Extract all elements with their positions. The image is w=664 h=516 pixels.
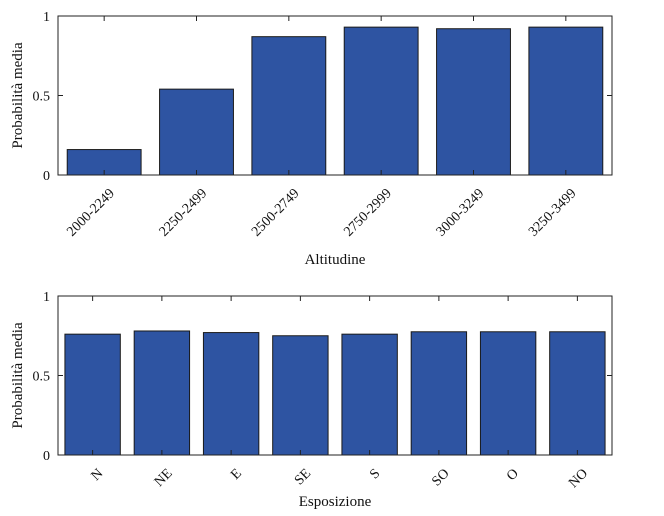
x-tick-label: N [89,466,107,484]
x-tick-label: SE [292,466,314,488]
bar-3000-3249 [436,28,511,176]
bar-3250-3499 [528,26,604,176]
bar-o [479,331,537,456]
bar-s [341,333,398,456]
y-tick-label: 1 [43,10,50,25]
y-tick-label: 0 [43,169,50,184]
bar-no [549,331,606,456]
bar-ne [133,330,191,456]
x-tick-label: NO [566,466,591,491]
bar-2250-2499 [159,88,234,176]
x-tick-label: 3250-3499 [526,186,580,240]
bar-se [272,335,329,456]
x-tick-label: O [504,466,522,484]
y-tick-label: 0.5 [33,90,51,105]
y-tick-label: 1 [43,290,50,305]
x-tick-label: 2250-2499 [157,186,211,240]
x-tick-label: SO [429,466,452,489]
bar-2500-2749 [251,36,327,176]
y-axis-label: Probabilità media [10,322,26,429]
y-tick-label: 0.5 [33,370,51,385]
x-tick-label: 2500-2749 [249,186,303,240]
bar-n [64,333,121,456]
x-tick-label: 2000-2249 [64,186,118,240]
y-tick-label: 0 [43,449,50,464]
x-tick-label: 2750-2999 [341,186,395,240]
x-axis-label: Altitudine [305,252,366,268]
x-tick-label: 3000-3249 [434,186,488,240]
x-tick-label: E [228,466,245,483]
altitude-chart: 0 0.5 1 2000-2249 2250-2499 2500-2749 2750-299… [10,10,613,268]
bar-e [202,332,260,456]
x-axis-label: Esposizione [299,494,372,510]
bar-so [410,331,468,456]
x-tick-label: NE [152,466,176,490]
y-axis-label: Probabilità media [10,42,26,149]
exposure-chart: 0 0.5 1 N NE E SE S SO O NO Esposizione Probabilità … [10,290,613,510]
bar-2750-2999 [343,26,419,176]
x-tick-label: S [367,466,383,482]
